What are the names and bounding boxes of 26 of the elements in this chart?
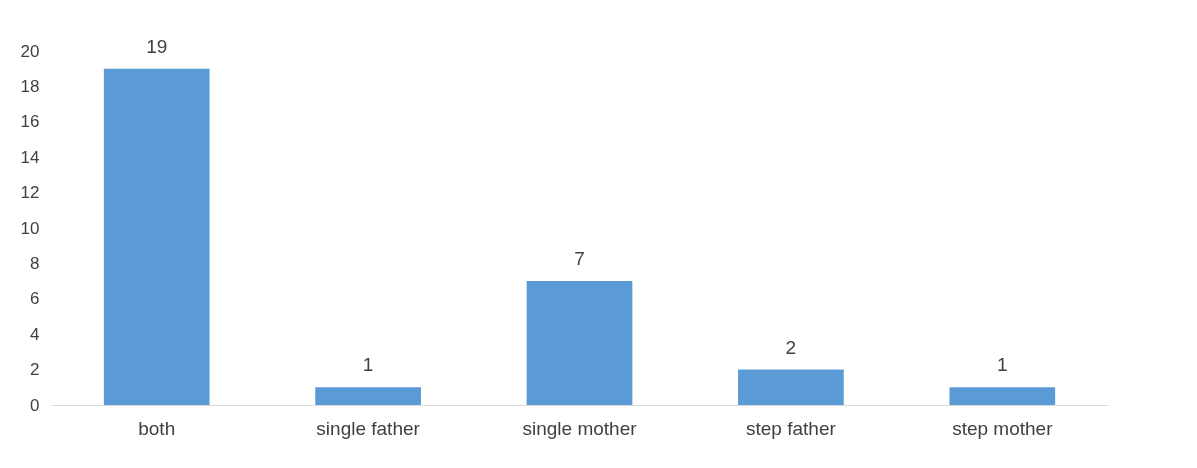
data-label: 2 [785,336,797,358]
bar [526,281,633,405]
y-tick-label: 20 [20,41,40,61]
bar [315,387,421,405]
x-tick-label: single father [316,417,421,439]
data-label: 1 [997,354,1008,376]
y-tick-label: 12 [20,183,40,203]
x-tick-label: single mother [522,417,638,439]
data-label: 1 [362,354,374,376]
y-tick-label: 14 [20,147,40,167]
x-tick-label: step father [746,417,837,439]
y-tick-label: 18 [20,76,40,96]
y-tick-label: 8 [30,253,40,273]
y-tick-label: 0 [30,395,40,415]
data-label: 19 [146,35,168,57]
y-tick-label: 16 [20,112,40,132]
x-tick-label: both [138,417,176,439]
x-tick-label: step mother [952,417,1054,439]
bar [949,387,1056,405]
y-tick-label: 10 [20,218,40,238]
bar [738,369,844,405]
y-tick-label: 4 [30,324,40,344]
bar [103,68,210,405]
y-tick-label: 2 [30,360,40,380]
data-label: 7 [574,248,585,270]
y-tick-label: 6 [30,289,40,309]
